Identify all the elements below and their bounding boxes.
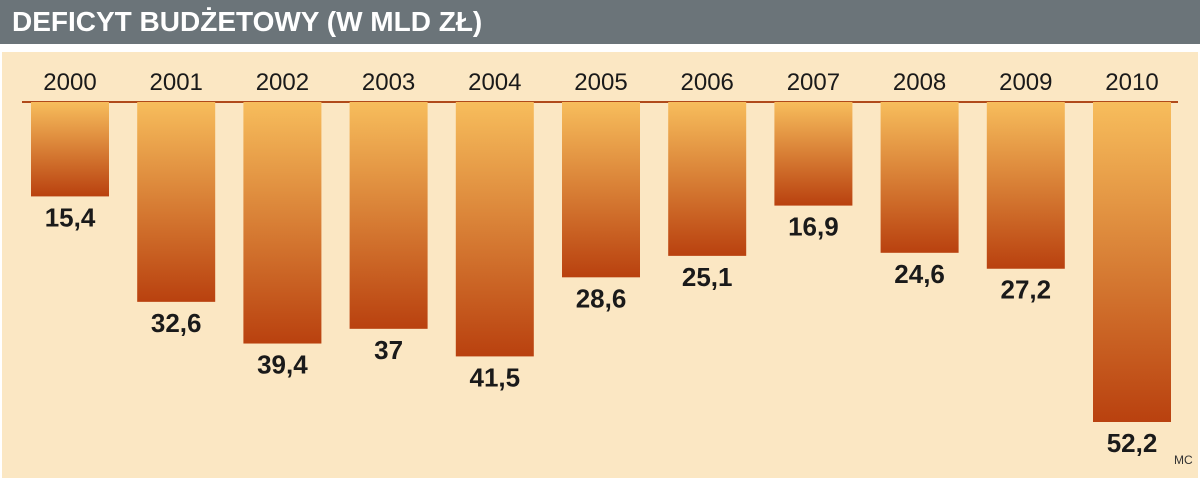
chart-header: DEFICYT BUDŻETOWY (W MLD ZŁ) <box>0 0 1200 44</box>
value-label: 28,6 <box>576 283 627 313</box>
tick-label: 2007 <box>787 69 840 96</box>
value-label: 52,2 <box>1107 428 1158 458</box>
tick-label: 2008 <box>893 69 946 96</box>
tick-label: 2006 <box>681 69 734 96</box>
value-labels: 15,4 32,6 39,4 37 41,5 28,6 25,1 16,9 24,6 27,2 52… <box>45 202 1158 458</box>
category-axis: 2000 2001 2002 2003 2004 2005 2006 2007 2008 2009… <box>43 69 1158 96</box>
chart-panel: 2000 2001 2002 2003 2004 2005 2006 2007 2008 2009… <box>2 52 1198 478</box>
tick-label: 2001 <box>150 69 203 96</box>
value-label: 27,2 <box>1000 275 1051 305</box>
credit-label: MC <box>1174 453 1193 467</box>
bar <box>455 102 534 357</box>
bar-chart: 2000 2001 2002 2003 2004 2005 2006 2007 2008 2009… <box>22 69 1193 467</box>
chart-title: DEFICYT BUDŻETOWY (W MLD ZŁ) <box>12 6 483 37</box>
bar <box>137 102 216 302</box>
tick-label: 2010 <box>1105 69 1158 96</box>
tick-label: 2009 <box>999 69 1052 96</box>
bar <box>880 102 959 253</box>
value-label: 39,4 <box>257 350 308 380</box>
bar <box>349 102 428 329</box>
tick-label: 2002 <box>256 69 309 96</box>
tick-label: 2004 <box>468 69 521 96</box>
tick-label: 2000 <box>43 69 96 96</box>
value-label: 16,9 <box>788 212 839 242</box>
bar <box>986 102 1065 269</box>
value-label: 32,6 <box>151 308 202 338</box>
bar <box>31 102 109 197</box>
bars <box>31 102 1171 422</box>
value-label: 37 <box>374 335 403 365</box>
tick-label: 2003 <box>362 69 415 96</box>
bar <box>243 102 322 344</box>
tick-label: 2005 <box>574 69 627 96</box>
value-label: 41,5 <box>469 362 520 392</box>
bar <box>562 102 640 278</box>
bar <box>1093 102 1171 422</box>
value-label: 25,1 <box>682 262 733 292</box>
value-label: 24,6 <box>894 259 945 289</box>
bar <box>774 102 853 206</box>
bar <box>668 102 747 256</box>
value-label: 15,4 <box>45 202 96 232</box>
